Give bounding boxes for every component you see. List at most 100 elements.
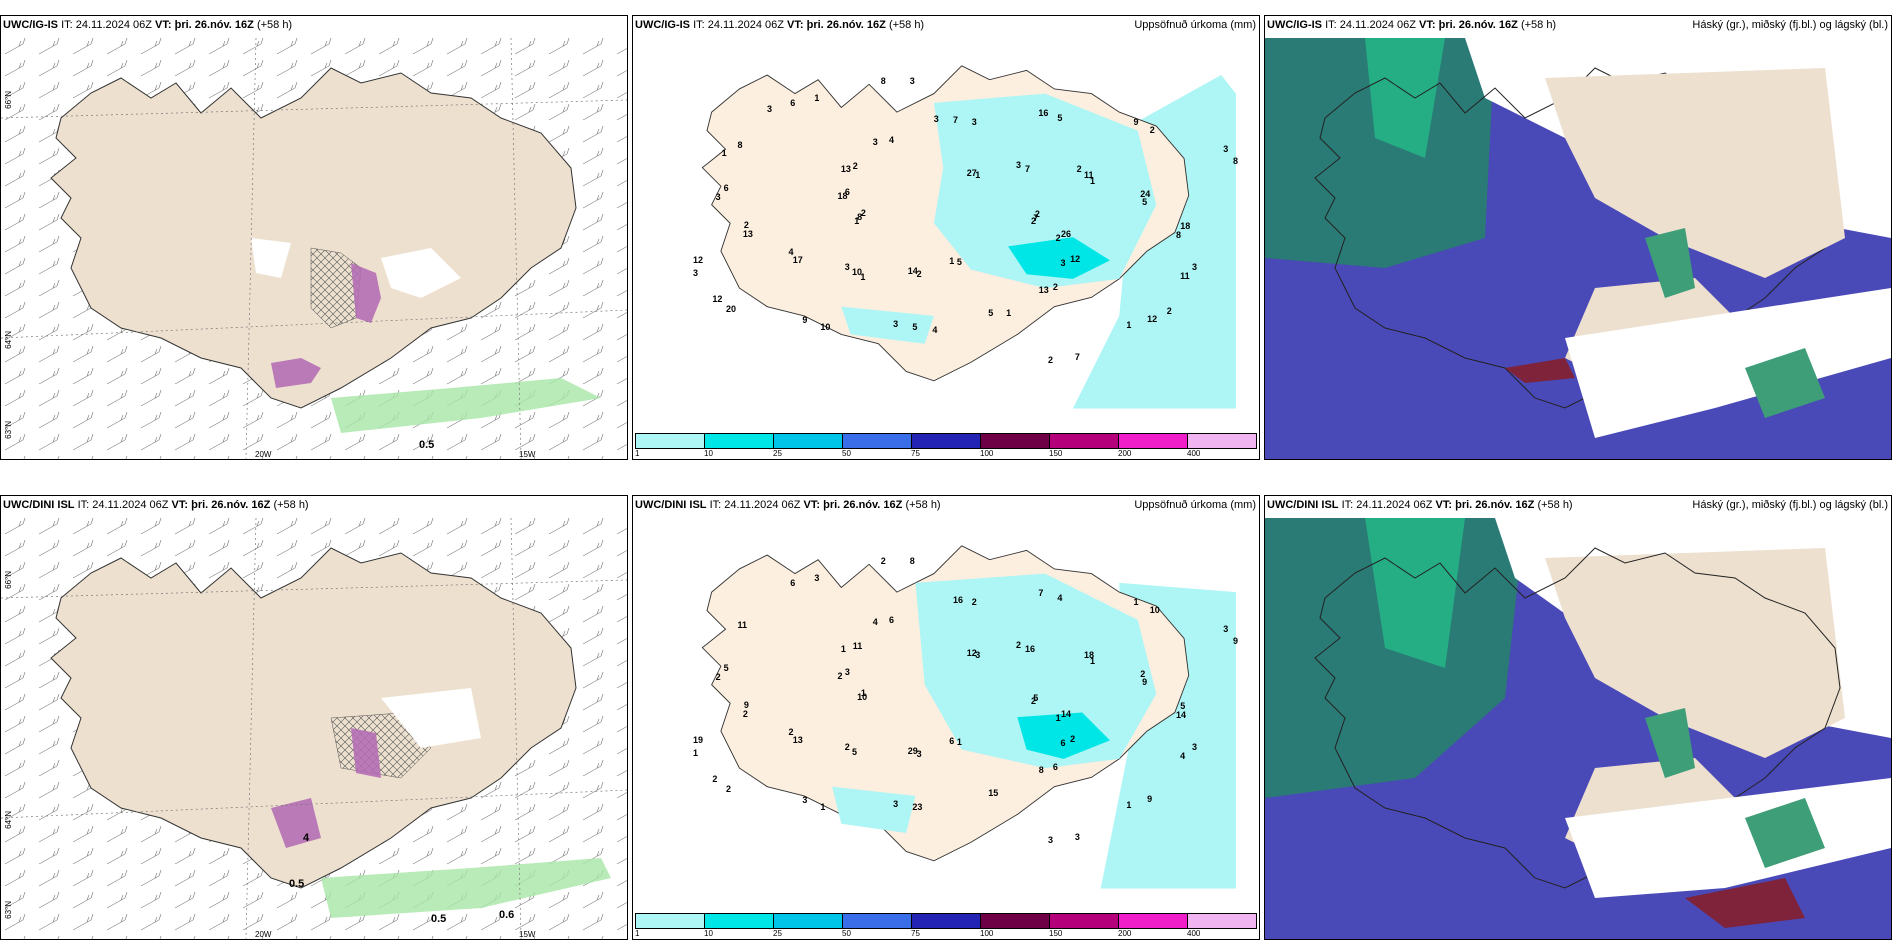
tick-label: 1 <box>635 449 640 458</box>
precip-value-label: 5 <box>851 746 857 757</box>
precip-value-label: 3 <box>802 795 808 806</box>
precip-value-label: 1 <box>860 688 866 699</box>
init-time: IT: 24.11.2024 06Z <box>709 499 801 511</box>
precip-value-label: 2 <box>1076 163 1082 174</box>
precip-value-label: 3 <box>916 749 922 760</box>
precip-value-label: 1 <box>956 737 962 748</box>
lead-time: (+58 h) <box>1537 499 1573 511</box>
precip-value-label: 8 <box>880 76 886 86</box>
precip-value-label: 2 <box>1047 355 1053 366</box>
valid-time: VT: þri. 26.nóv. 16Z <box>803 499 903 511</box>
tick-label: 150 <box>1049 929 1063 938</box>
precip-value-label: 11 <box>1083 169 1094 180</box>
precip-value-label: 1 <box>693 747 699 758</box>
precip-value-label: 14 <box>1175 709 1186 720</box>
precip-value-label: 3 <box>715 191 721 202</box>
precip-value-label: 2 <box>742 708 748 719</box>
precip-map <box>701 545 1236 889</box>
precip-value-label: 7 <box>1033 212 1039 223</box>
precip-value-label: 1 <box>1090 655 1096 666</box>
init-time: IT: 24.11.2024 06Z <box>1341 499 1433 511</box>
precip-value-label: 5 <box>723 662 729 673</box>
product-title: Uppsöfnuð úrkoma (mm) <box>1134 19 1256 31</box>
precip-heavy-area <box>1008 237 1110 279</box>
precip-value-label: 8 <box>857 212 863 223</box>
precip-value-label: 2 <box>880 556 886 566</box>
precip-value-label: 3 <box>693 267 699 278</box>
precip-value-label: 9 <box>1147 793 1153 804</box>
precip-value-label: 11 <box>852 640 863 651</box>
precip-value-label: 6 <box>790 578 796 589</box>
precip-value-label: 7 <box>1038 587 1044 598</box>
lat-label: 63°N <box>4 421 13 439</box>
precip-panel-bottom: UWC/DINI ISL IT: 24.11.2024 06Z VT: þri.… <box>632 495 1260 940</box>
precip-value-label: 1 <box>814 93 820 104</box>
precip-value-label: 2 <box>1034 209 1040 220</box>
panel-header: UWC/DINI ISL IT: 24.11.2024 06Z VT: þri.… <box>1267 499 1573 511</box>
precip-value-label: 2 <box>837 671 843 682</box>
contour-value: 0.6 <box>499 909 515 921</box>
model-name: UWC/DINI ISL <box>1267 499 1339 511</box>
lat-label: 66°N <box>4 91 13 109</box>
precip-value-label: 3 <box>844 667 850 678</box>
precip-value-label: 6 <box>790 98 796 109</box>
init-time: IT: 24.11.2024 06Z <box>61 19 152 31</box>
precip-value-label: 6 <box>1060 737 1066 748</box>
precip-value-label: 2 <box>1149 125 1155 136</box>
precip-value-label: 4 <box>932 324 938 335</box>
precip-value-label: 2 <box>1052 281 1058 292</box>
precip-value-label: 10 <box>857 692 868 703</box>
precip-value-label: 7 <box>953 115 959 126</box>
precip-value-label: 12 <box>1147 313 1158 324</box>
precip-value-label: 6 <box>888 614 894 625</box>
valid-time: VT: þri. 26.nóv. 16Z <box>155 19 254 31</box>
precip-value-label: 3 <box>814 573 820 584</box>
init-time: IT: 24.11.2024 06Z <box>1325 19 1416 31</box>
lead-time: (+58 h) <box>1520 19 1557 31</box>
precip-value-label: 6 <box>1052 761 1058 772</box>
valid-time: VT: þri. 26.nóv. 16Z <box>787 19 886 31</box>
precip-value-label: 16 <box>953 595 964 606</box>
tick-label: 10 <box>704 449 713 458</box>
precip-value-label: 4 <box>788 247 794 258</box>
precip-value-label: 24 <box>1140 188 1151 199</box>
precip-value-label: 3 <box>1060 257 1066 268</box>
panel-header: UWC/IG-IS IT: 24.11.2024 06Z VT: þri. 26… <box>1267 19 1556 31</box>
precip-value-label: 3 <box>893 319 899 330</box>
precip-value-label: 1 <box>860 271 866 282</box>
precip-light-area <box>933 93 1157 289</box>
precip-value-label: 6 <box>844 187 850 198</box>
precip-value-label: 10 <box>820 322 831 332</box>
precip-value-label: 4 <box>1057 592 1063 603</box>
precip-value-label: 2 <box>852 160 858 171</box>
precip-value-label: 20 <box>725 303 736 314</box>
precip-value-label: 2 <box>1166 306 1172 317</box>
precip-value-label: 3 <box>1223 144 1229 154</box>
precip-value-label: 14 <box>907 266 918 277</box>
tick-label: 75 <box>911 449 920 458</box>
precip-value-label: 3 <box>1223 624 1229 634</box>
precip-value-label: 4 <box>888 134 894 145</box>
lat-label: 64°N <box>4 811 13 829</box>
precip-value-label: 2 <box>1031 696 1037 706</box>
cloud-map <box>1265 38 1891 459</box>
precip-value-label: 5 <box>1057 112 1063 123</box>
lon-label: 20W <box>255 450 272 459</box>
precip-value-label: 23 <box>912 802 923 813</box>
precip-value-label: 13 <box>792 734 803 745</box>
precip-value-label: 18 <box>1180 220 1191 231</box>
model-name: UWC/IG-IS <box>635 19 690 31</box>
tick-label: 200 <box>1118 449 1132 458</box>
precip-value-label: 1 <box>854 216 860 226</box>
valid-time: VT: þri. 26.nóv. 16Z <box>1435 499 1535 511</box>
panel-header: UWC/DINI ISL IT: 24.11.2024 06Z VT: þri.… <box>635 499 941 511</box>
precip-value-label: 5 <box>1180 700 1186 711</box>
precip-value-label: 3 <box>767 104 773 115</box>
product-title: Háský (gr.), miðský (fj.bl.) og lágský (… <box>1692 499 1888 511</box>
tick-label: 75 <box>911 929 920 938</box>
precip-value-label: 2 <box>715 671 721 682</box>
precip-value-label: 9 <box>1142 676 1148 687</box>
colorbar <box>635 433 1257 449</box>
precip-value-label: 13 <box>1038 284 1049 295</box>
lead-time: (+58 h) <box>273 499 309 511</box>
